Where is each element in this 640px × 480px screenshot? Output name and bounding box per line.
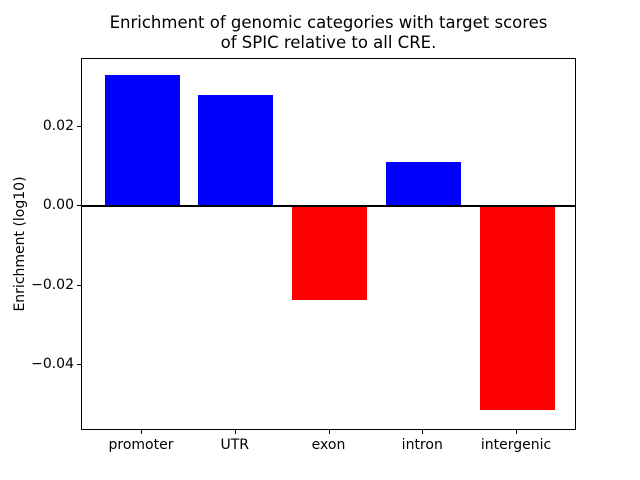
y-tick-mark [77, 126, 81, 127]
chart-title-line-1: Enrichment of genomic categories with ta… [109, 13, 548, 32]
y-tick-mark [77, 205, 81, 206]
x-tick-label-intron: intron [401, 437, 443, 453]
y-tick-label: −0.04 [31, 356, 74, 373]
x-tick-mark [141, 430, 142, 434]
y-tick-label: −0.02 [31, 276, 74, 293]
x-tick-mark [329, 430, 330, 434]
chart-title-line-2: of SPIC relative to all CRE. [220, 33, 437, 52]
y-axis-label: Enrichment (log10) [12, 176, 28, 312]
plot-area [81, 58, 576, 430]
x-tick-mark [235, 430, 236, 434]
bar-exon [292, 206, 367, 300]
x-tick-mark [422, 430, 423, 434]
x-tick-mark [516, 430, 517, 434]
y-tick-mark [77, 285, 81, 286]
bar-intron [385, 162, 461, 207]
zero-line [82, 205, 575, 208]
x-tick-label-promoter: promoter [108, 437, 174, 453]
bar-intergenic [479, 206, 555, 410]
y-tick-mark [77, 364, 81, 365]
bar-UTR [198, 94, 274, 207]
x-tick-label-intergenic: intergenic [480, 437, 552, 453]
x-tick-label-UTR: UTR [220, 437, 250, 453]
bar-promoter [104, 74, 180, 207]
x-tick-label-exon: exon [311, 437, 346, 453]
y-tick-label: 0.00 [42, 197, 74, 214]
y-tick-label: 0.02 [42, 117, 74, 134]
chart-title: Enrichment of genomic categories with ta… [81, 13, 576, 53]
